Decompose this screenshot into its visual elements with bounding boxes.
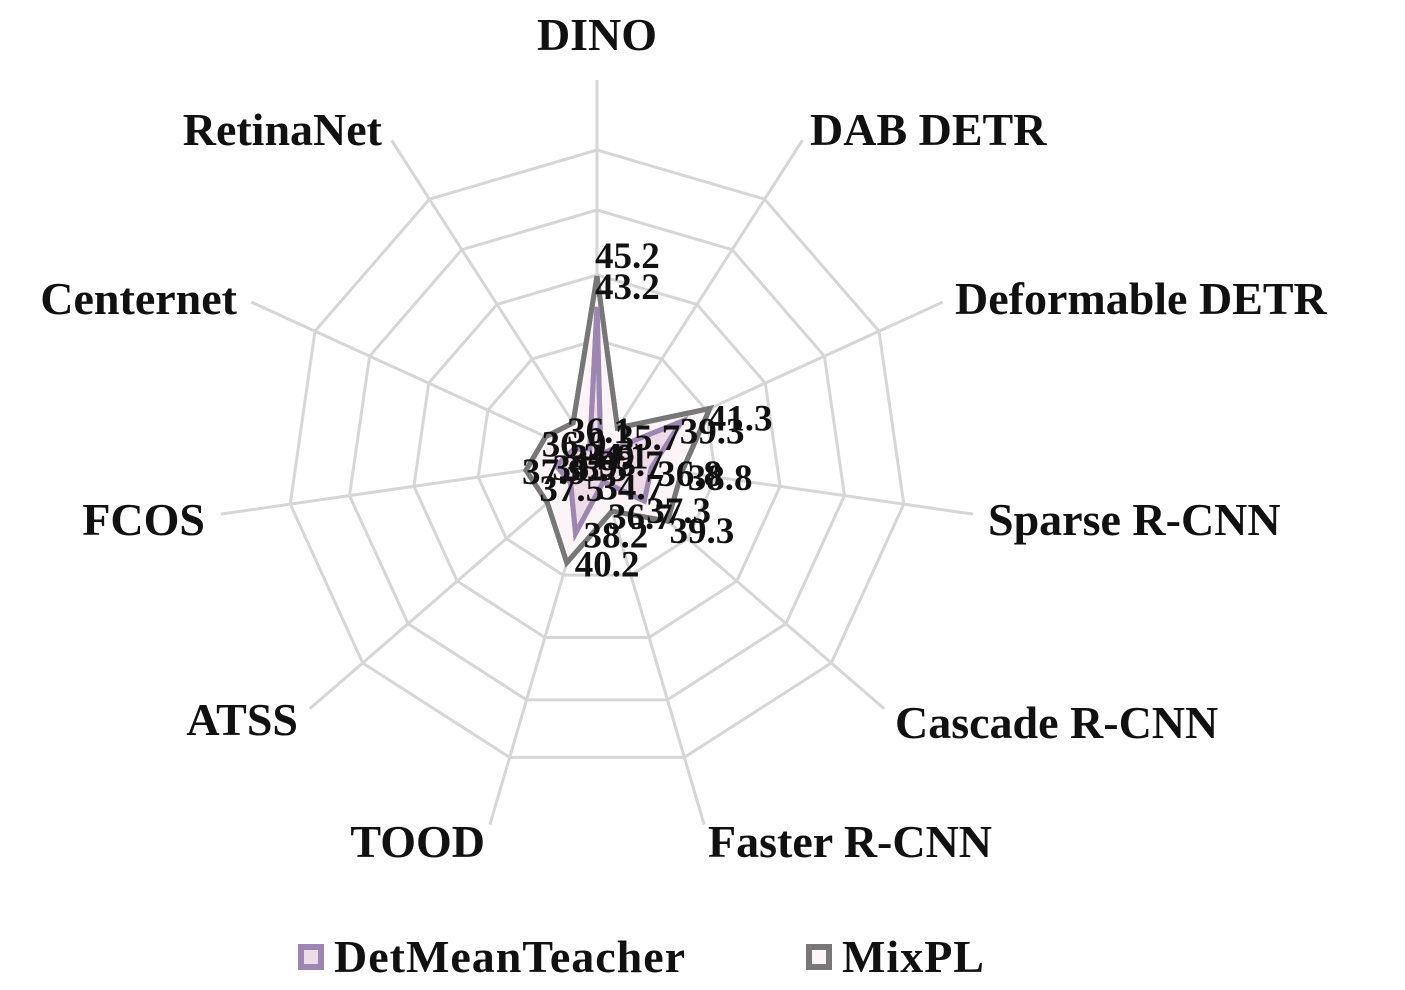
value-label-detmeanteacher-centernet: 34.9 [570, 437, 635, 478]
legend-swatch-detmeanteacher [298, 943, 324, 970]
series-line-detmeanteacher [552, 306, 689, 542]
axis-label-faster-r-cnn: Faster R-CNN [708, 816, 992, 867]
legend-label-detmeanteacher: DetMeanTeacher [334, 931, 687, 982]
series-layer [523, 275, 715, 568]
value-label-detmeanteacher-deformable-detr: 39.3 [680, 411, 745, 452]
axis-label-fcos: FCOS [82, 494, 205, 545]
value-label-mixpl-dab-detr: 35.7 [616, 418, 681, 459]
axis-label-atss: ATSS [186, 694, 298, 745]
value-label-detmeanteacher-dino: 43.2 [595, 267, 660, 308]
axis-spoke-retinanet [390, 139, 599, 461]
value-label-detmeanteacher-atss: 35.5 [563, 449, 628, 490]
value-label-detmeanteacher-dab-detr: 33.7 [599, 444, 664, 485]
axis-label-cascade-r-cnn: Cascade R-CNN [895, 697, 1218, 748]
value-label-mixpl-deformable-detr: 41.3 [708, 399, 773, 440]
value-label-layer: 43.233.739.336.837.334.738.235.535.934.9… [522, 236, 773, 586]
value-label-detmeanteacher-cascade-r-cnn: 37.3 [646, 491, 711, 532]
axis-label-dab-detr: DAB DETR [810, 104, 1047, 155]
legend-item-mixpl: MixPL [806, 930, 985, 983]
value-label-mixpl-retinanet: 36.1 [567, 411, 632, 452]
value-label-detmeanteacher-faster-r-cnn: 34.7 [599, 468, 664, 509]
value-label-mixpl-centernet: 36.9 [542, 425, 607, 466]
axis-spoke-dab-detr [595, 139, 804, 461]
axis-label-dino: DINO [537, 9, 657, 60]
axis-spoke-centernet [250, 300, 598, 462]
grid-ring-4 [288, 148, 906, 759]
value-label-detmeanteacher-retinanet: 34.1 [584, 437, 649, 478]
value-label-detmeanteacher-tood: 38.2 [584, 515, 649, 556]
value-label-mixpl-atss: 37.5 [539, 469, 604, 510]
value-label-mixpl-cascade-r-cnn: 39.3 [670, 511, 735, 552]
axis-label-deformable-detr: Deformable DETR [955, 273, 1328, 324]
value-label-mixpl-fcos: 37.9 [522, 452, 587, 493]
axis-label-layer: DINO DAB DETR Deformable DETR Sparse R-CNN C… [40, 9, 1327, 867]
legend-item-detmeanteacher: DetMeanTeacher [298, 930, 686, 983]
value-label-detmeanteacher-sparse-r-cnn: 36.8 [657, 454, 722, 495]
axis-label-tood: TOOD [350, 816, 485, 867]
legend-label-mixpl: MixPL [842, 931, 985, 982]
axis-spoke-faster-r-cnn [595, 459, 706, 826]
axis-label-centernet: Centernet [40, 273, 237, 324]
value-label-mixpl-tood: 40.2 [575, 545, 640, 586]
legend-swatch-mixpl [806, 943, 832, 970]
legend: DetMeanTeacher MixPL [0, 930, 1405, 990]
axis-label-sparse-r-cnn: Sparse R-CNN [988, 494, 1281, 545]
series-line-mixpl [523, 275, 715, 568]
grid-ring-2 [412, 273, 782, 639]
value-label-mixpl-dino: 45.2 [595, 236, 660, 277]
value-label-mixpl-faster-r-cnn: 36.7 [608, 497, 673, 538]
value-label-detmeanteacher-fcos: 35.9 [552, 448, 617, 489]
grid-ring-3 [347, 208, 847, 702]
axis-label-retinanet: RetinaNet [183, 104, 383, 155]
value-label-mixpl-sparse-r-cnn: 38.8 [688, 458, 753, 499]
grid-ring-1 [476, 338, 718, 577]
